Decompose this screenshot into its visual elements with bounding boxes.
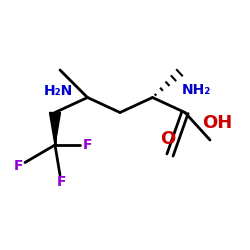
Text: F: F	[83, 138, 92, 152]
Polygon shape	[50, 112, 60, 145]
Text: F: F	[14, 159, 23, 173]
Text: OH: OH	[202, 114, 232, 132]
Text: O: O	[160, 130, 175, 148]
Text: F: F	[56, 176, 66, 190]
Text: NH₂: NH₂	[182, 82, 211, 96]
Text: H₂N: H₂N	[44, 84, 74, 98]
